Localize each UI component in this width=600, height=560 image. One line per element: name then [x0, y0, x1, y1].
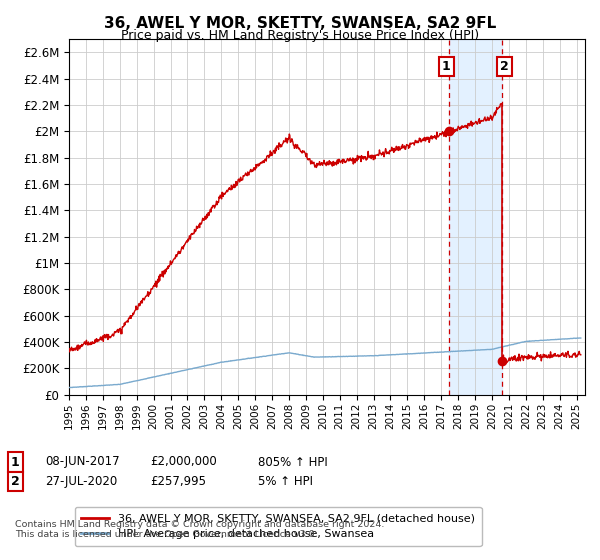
Text: Price paid vs. HM Land Registry's House Price Index (HPI): Price paid vs. HM Land Registry's House … — [121, 29, 479, 42]
Text: 1: 1 — [442, 60, 451, 73]
Text: 36, AWEL Y MOR, SKETTY, SWANSEA, SA2 9FL: 36, AWEL Y MOR, SKETTY, SWANSEA, SA2 9FL — [104, 16, 496, 31]
Text: 1: 1 — [11, 455, 19, 469]
Text: 08-JUN-2017: 08-JUN-2017 — [45, 455, 119, 469]
Text: 2: 2 — [500, 60, 509, 73]
Text: 805% ↑ HPI: 805% ↑ HPI — [258, 455, 328, 469]
Legend: 36, AWEL Y MOR, SKETTY, SWANSEA, SA2 9FL (detached house), HPI: Average price, d: 36, AWEL Y MOR, SKETTY, SWANSEA, SA2 9FL… — [74, 507, 482, 546]
Text: Contains HM Land Registry data © Crown copyright and database right 2024.
This d: Contains HM Land Registry data © Crown c… — [15, 520, 385, 539]
Text: 2: 2 — [11, 475, 19, 488]
Bar — [449, 39, 502, 395]
Text: 5% ↑ HPI: 5% ↑ HPI — [258, 475, 313, 488]
Text: 27-JUL-2020: 27-JUL-2020 — [45, 475, 117, 488]
Text: £2,000,000: £2,000,000 — [150, 455, 217, 469]
Text: £257,995: £257,995 — [150, 475, 206, 488]
